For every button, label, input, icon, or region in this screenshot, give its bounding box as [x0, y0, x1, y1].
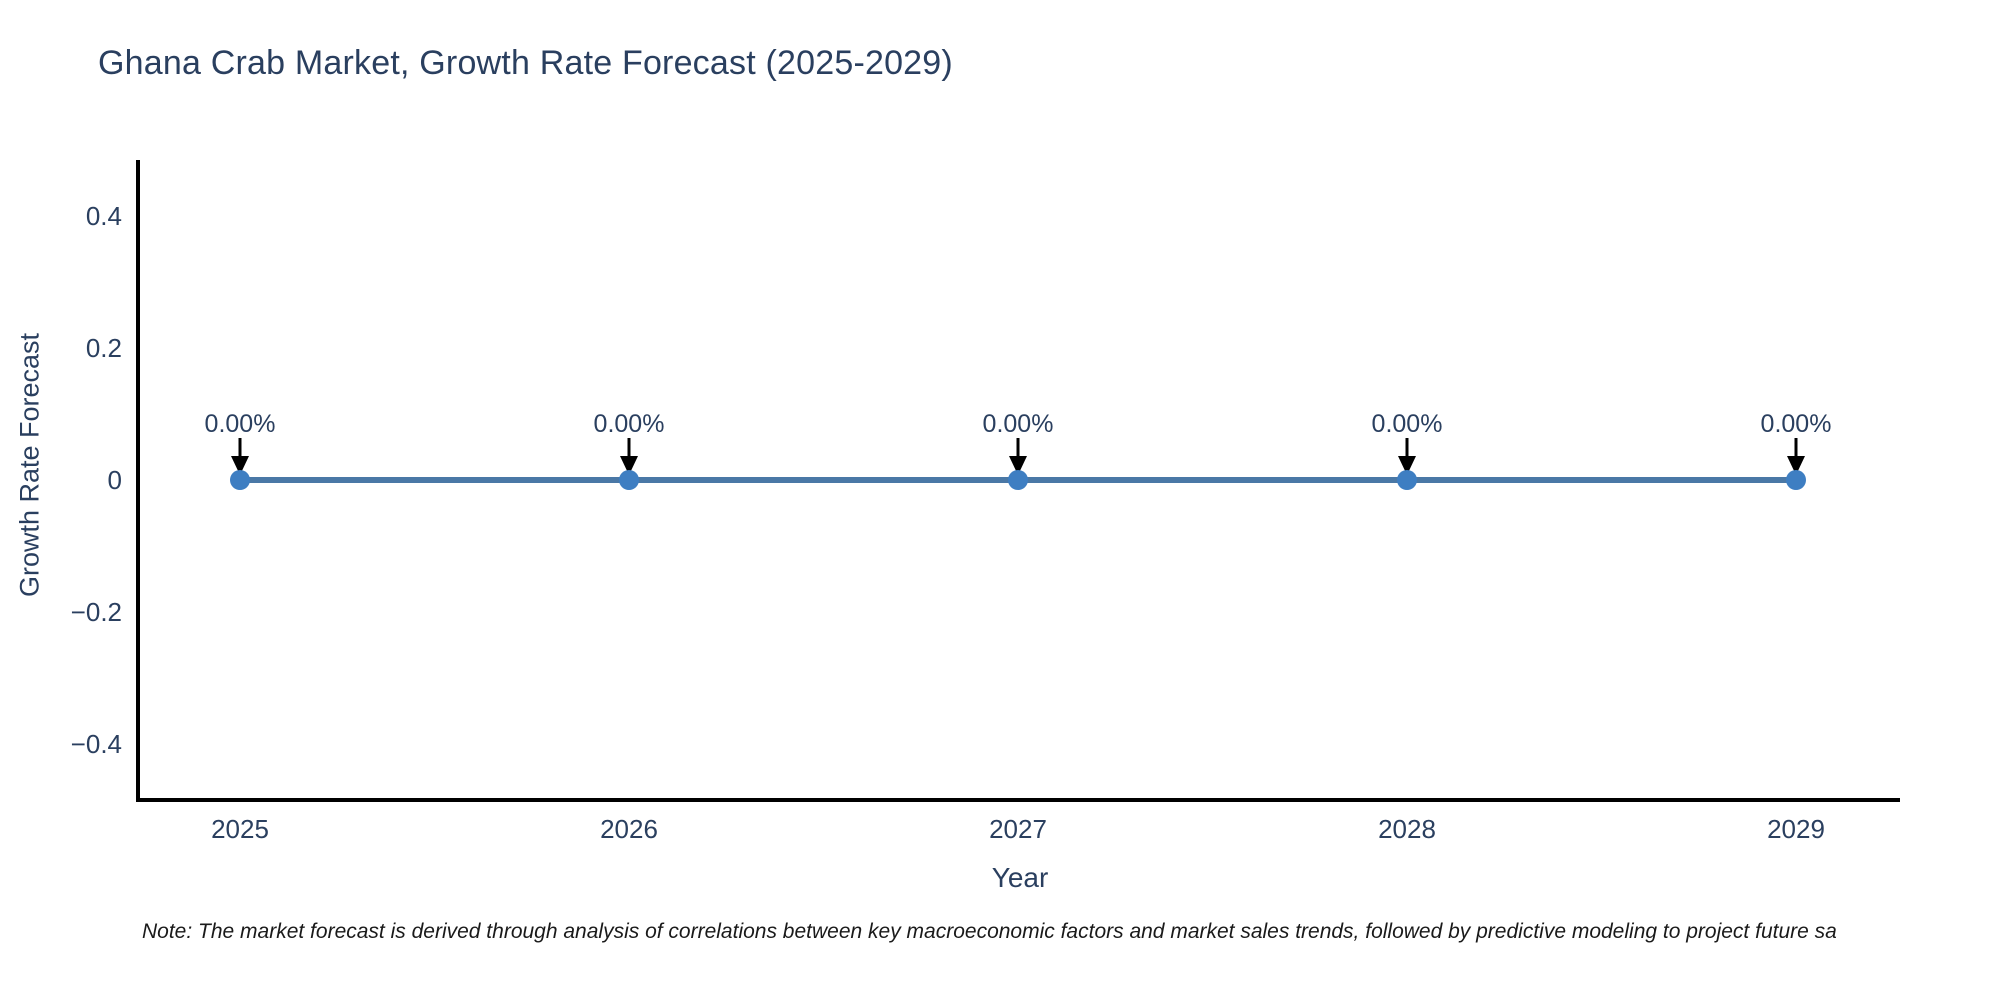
- x-tick-label: 2025: [211, 814, 269, 844]
- x-tick-label: 2027: [989, 814, 1047, 844]
- x-tick-label: 2028: [1378, 814, 1436, 844]
- annotation-label: 0.00%: [1761, 410, 1832, 438]
- data-point-marker: [230, 470, 250, 490]
- data-point-marker: [619, 470, 639, 490]
- data-point-marker: [1786, 470, 1806, 490]
- y-tick-label: 0.2: [86, 333, 122, 363]
- data-point-marker: [1008, 470, 1028, 490]
- x-tick-label: 2029: [1767, 814, 1825, 844]
- x-axis-title: Year: [991, 862, 1049, 893]
- annotation-label: 0.00%: [1372, 410, 1443, 438]
- annotation-label: 0.00%: [983, 410, 1054, 438]
- annotation-arrow-head: [1398, 456, 1416, 475]
- chart-title: Ghana Crab Market, Growth Rate Forecast …: [98, 44, 953, 82]
- y-axis-title: Growth Rate Forecast: [14, 332, 45, 598]
- x-tick-label: 2026: [600, 814, 658, 844]
- annotation-arrow-head: [620, 456, 638, 475]
- y-tick-label: 0.4: [86, 201, 122, 231]
- y-tick-label: 0: [108, 465, 122, 495]
- footnote: Note: The market forecast is derived thr…: [142, 920, 1837, 943]
- annotation-arrow-head: [231, 456, 249, 475]
- annotation-label: 0.00%: [594, 410, 665, 438]
- annotation-label: 0.00%: [205, 410, 276, 438]
- y-tick-label: −0.2: [71, 597, 122, 627]
- annotation-arrow-head: [1787, 456, 1805, 475]
- y-tick-label: −0.4: [71, 729, 122, 759]
- data-point-marker: [1397, 470, 1417, 490]
- annotation-arrow-head: [1009, 456, 1027, 475]
